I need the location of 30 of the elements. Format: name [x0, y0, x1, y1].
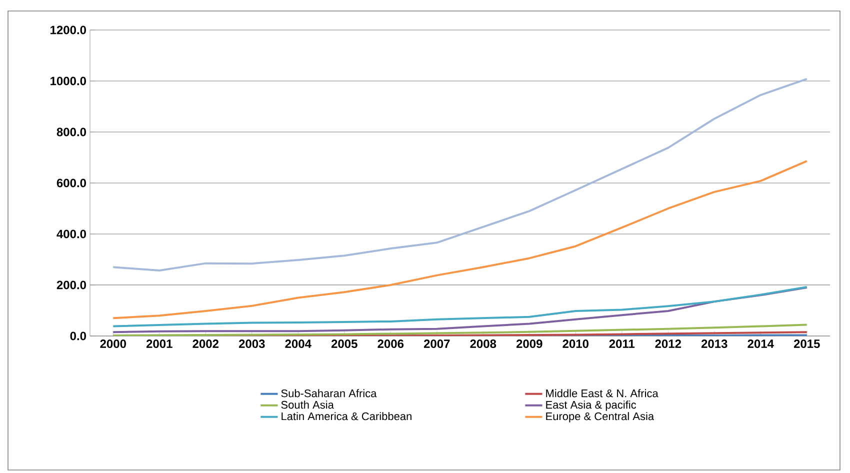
x-tick-label: 2000 — [100, 340, 126, 348]
x-tick-label: 2014 — [748, 340, 774, 348]
x-tick-label: 2001 — [146, 340, 172, 348]
y-tick-label: 1200.0 — [50, 26, 86, 34]
x-tick-label: 2008 — [470, 340, 496, 348]
x-tick-label: 2015 — [794, 340, 820, 348]
legend-label: South Asia — [281, 400, 334, 409]
x-tick-label: 2005 — [331, 340, 358, 348]
x-tick-label: 2013 — [701, 340, 728, 348]
x-tick-label: 2007 — [424, 340, 450, 348]
x-tick-label: 2010 — [562, 340, 588, 348]
y-tick-label: 1000.0 — [50, 76, 86, 86]
x-tick-label: 2006 — [378, 340, 404, 348]
legend-label: East Asia & pacific — [546, 400, 636, 411]
legend-label: Latin America & Caribbean — [282, 412, 412, 420]
y-tick-label: 800.0 — [56, 128, 86, 136]
x-tick-label: 2002 — [192, 340, 218, 348]
legend-label: Europe & Central Asia — [546, 412, 654, 422]
y-tick-label: 200.0 — [56, 280, 86, 290]
y-tick-label: 400.0 — [56, 230, 86, 238]
x-tick-label: 2003 — [238, 340, 265, 348]
y-tick-label: 600.0 — [56, 178, 86, 188]
line-series — [112, 160, 808, 320]
x-tick-label: 2011 — [609, 340, 635, 348]
x-tick-label: 2012 — [655, 340, 681, 348]
legend-label: Sub-Saharan Africa — [281, 389, 377, 398]
x-tick-label: 2004 — [285, 340, 312, 348]
y-tick-label: 0.0 — [70, 332, 86, 340]
x-tick-label: 2009 — [516, 340, 542, 348]
legend-label: Middle East & N. Africa — [546, 389, 658, 398]
